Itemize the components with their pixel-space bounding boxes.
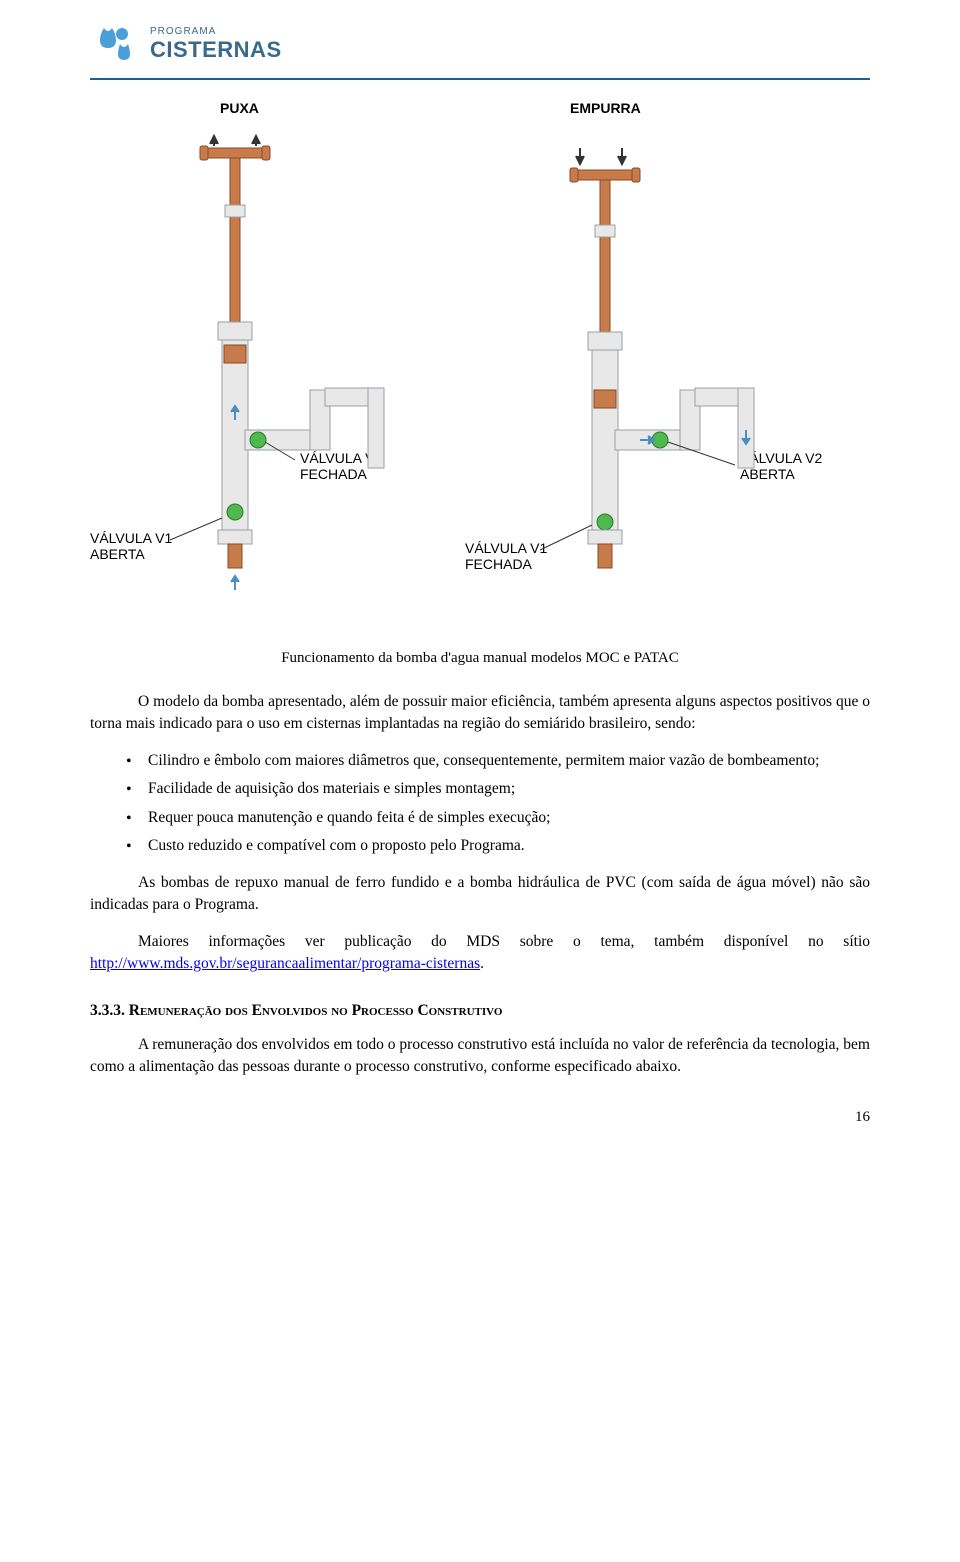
para3-suffix: . [480, 955, 484, 972]
paragraph-4: A remuneração dos envolvidos em todo o p… [90, 1034, 870, 1079]
logo-programa-label: PROGRAMA [150, 26, 282, 37]
bullet-list: Cilindro e êmbolo com maiores diâmetros … [90, 750, 870, 858]
label-empurra: EMPURRA [570, 100, 641, 116]
page-header: PROGRAMA CISTERNAS [90, 20, 870, 80]
paragraph-1: O modelo da bomba apresentado, além de p… [90, 691, 870, 736]
logo-cisternas-label: CISTERNAS [150, 37, 282, 63]
paragraph-2: As bombas de repuxo manual de ferro fund… [90, 872, 870, 917]
figure-caption: Funcionamento da bomba d'agua manual mod… [90, 650, 870, 667]
bullet-item: Cilindro e êmbolo com maiores diâmetros … [90, 750, 870, 772]
pump-puxa-svg [150, 130, 430, 610]
bullet-item: Custo reduzido e compatível com o propos… [90, 835, 870, 857]
logo-text: PROGRAMA CISTERNAS [150, 26, 282, 63]
section-heading: 3.3.3. Remuneração dos Envolvidos no Pro… [90, 1002, 870, 1020]
page-number: 16 [90, 1109, 870, 1126]
label-puxa: PUXA [220, 100, 259, 116]
logo-icon [90, 20, 138, 68]
pump-empurra-svg [510, 130, 830, 610]
mds-link[interactable]: http://www.mds.gov.br/segurancaalimentar… [90, 955, 480, 972]
paragraph-3: Maiores informações ver publicação do MD… [90, 931, 870, 976]
pump-diagram: PUXA EMPURRA VÁLVULA V1 ABERTA VÁLVULA V… [90, 100, 870, 620]
label-v1-aberta-2: ABERTA [90, 546, 145, 562]
para3-prefix: Maiores informações ver publicação do MD… [138, 933, 870, 950]
bullet-item: Requer pouca manutenção e quando feita é… [90, 807, 870, 829]
bullet-item: Facilidade de aquisição dos materiais e … [90, 778, 870, 800]
